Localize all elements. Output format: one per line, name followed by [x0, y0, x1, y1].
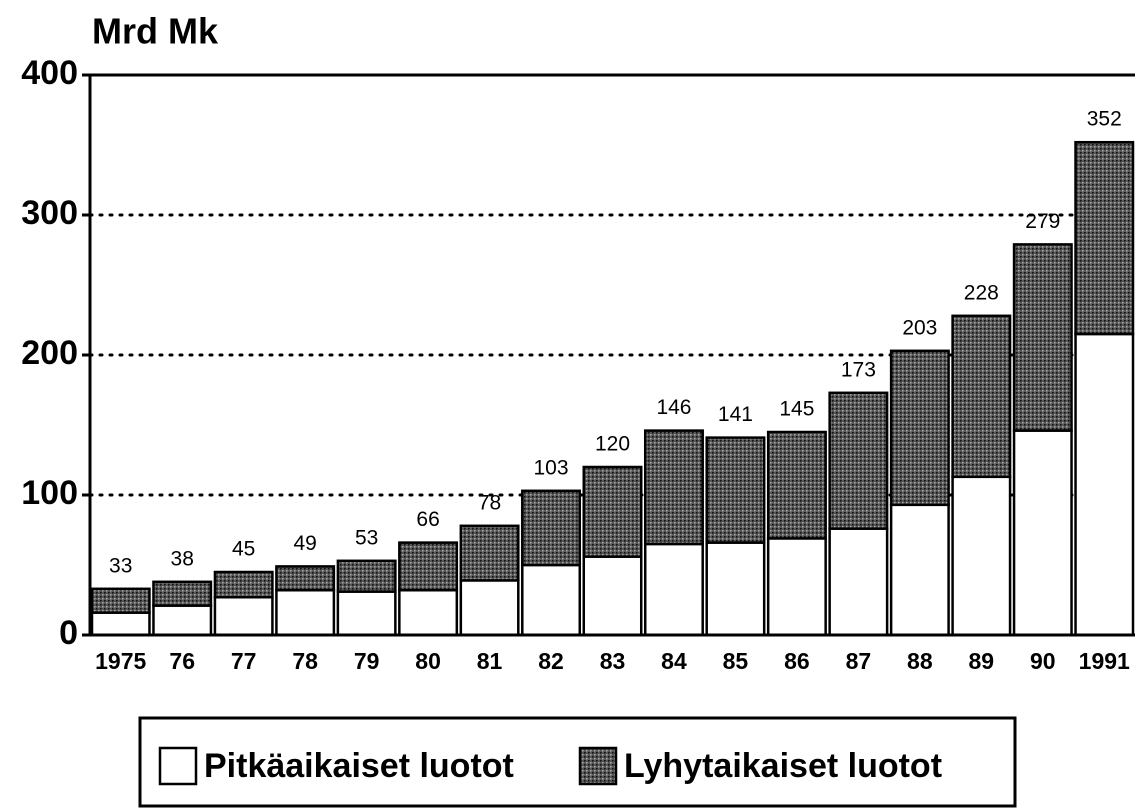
data-label: 120 — [595, 433, 630, 456]
data-label: 141 — [718, 403, 753, 426]
y-tick-label: 200 — [21, 334, 78, 372]
bar-segment — [1074, 140, 1135, 336]
data-label: 38 — [171, 547, 194, 570]
y-tick-label: 400 — [21, 54, 78, 92]
bar-segment — [213, 595, 274, 637]
bar-segment — [643, 542, 704, 637]
bar-segment — [705, 436, 766, 544]
bar-segment — [705, 541, 766, 637]
x-tick-label: 87 — [846, 648, 872, 674]
bar-segment — [275, 588, 336, 637]
x-tick-label: 76 — [169, 648, 195, 674]
x-tick-label: 88 — [907, 648, 933, 674]
data-label: 78 — [478, 491, 501, 514]
bar-segment — [828, 391, 889, 530]
x-tick-label: 84 — [661, 648, 687, 674]
bar-segment — [951, 475, 1012, 637]
x-tick-label: 81 — [477, 648, 503, 674]
x-tick-label: 1975 — [95, 648, 146, 674]
data-label: 145 — [779, 398, 814, 421]
y-tick-label: 100 — [21, 474, 78, 512]
bar-segment — [459, 579, 520, 637]
x-tick-label: 1991 — [1079, 648, 1130, 674]
x-tick-label: 90 — [1030, 648, 1056, 674]
x-tick-label: 86 — [784, 648, 810, 674]
y-tick-label: 300 — [21, 194, 78, 232]
bar-segment — [1074, 332, 1135, 637]
y-tick-label: 0 — [59, 614, 78, 652]
bar-segment — [766, 430, 827, 540]
bar-segment — [1012, 243, 1073, 432]
x-tick-label: 78 — [292, 648, 318, 674]
bar-segment — [643, 429, 704, 546]
bar-segment — [398, 541, 459, 592]
bar-segment — [90, 587, 151, 614]
bar-segment — [336, 559, 397, 593]
x-tick-label: 85 — [723, 648, 749, 674]
bar-segment — [521, 563, 582, 637]
x-tick-label: 79 — [354, 648, 380, 674]
data-label: 203 — [902, 316, 937, 339]
bar-segment — [828, 527, 889, 637]
legend-swatch — [578, 746, 618, 786]
bar-segment — [1012, 429, 1073, 637]
legend-box — [138, 716, 1017, 808]
bar-segment — [398, 588, 459, 637]
y-axis-label: Mrd Mk — [92, 11, 219, 52]
bar-segment — [459, 524, 520, 582]
bar-segment — [889, 349, 950, 507]
bar-segment — [152, 604, 213, 637]
data-label: 103 — [534, 456, 569, 479]
data-label: 53 — [355, 526, 378, 549]
data-label: 45 — [232, 538, 255, 561]
data-label: 146 — [656, 396, 691, 419]
legend-label: Lyhytaikaiset luotot — [624, 747, 942, 785]
legend-label: Pitkäaikaiset luotot — [204, 747, 514, 785]
legend-swatch — [158, 746, 198, 786]
x-tick-label: 80 — [415, 648, 441, 674]
bar-segment — [951, 314, 1012, 479]
bar-segment — [213, 570, 274, 599]
x-tick-label: 83 — [600, 648, 626, 674]
data-label: 352 — [1087, 108, 1122, 131]
bar-segment — [766, 537, 827, 637]
bar-segment — [336, 590, 397, 637]
data-label: 66 — [416, 508, 439, 531]
x-tick-label: 82 — [538, 648, 564, 674]
bar-segment — [152, 580, 213, 607]
data-label: 228 — [964, 281, 999, 304]
bar-segment — [521, 489, 582, 567]
x-tick-label: 77 — [231, 648, 257, 674]
bar-segment — [889, 503, 950, 637]
data-label: 49 — [293, 532, 316, 555]
x-tick-label: 89 — [969, 648, 995, 674]
bar-segment — [582, 465, 643, 558]
data-label: 279 — [1025, 210, 1060, 233]
bar-segment — [90, 611, 151, 637]
data-label: 33 — [109, 554, 132, 577]
bar-segment — [582, 555, 643, 637]
data-label: 173 — [841, 358, 876, 381]
bar-segment — [275, 565, 336, 592]
